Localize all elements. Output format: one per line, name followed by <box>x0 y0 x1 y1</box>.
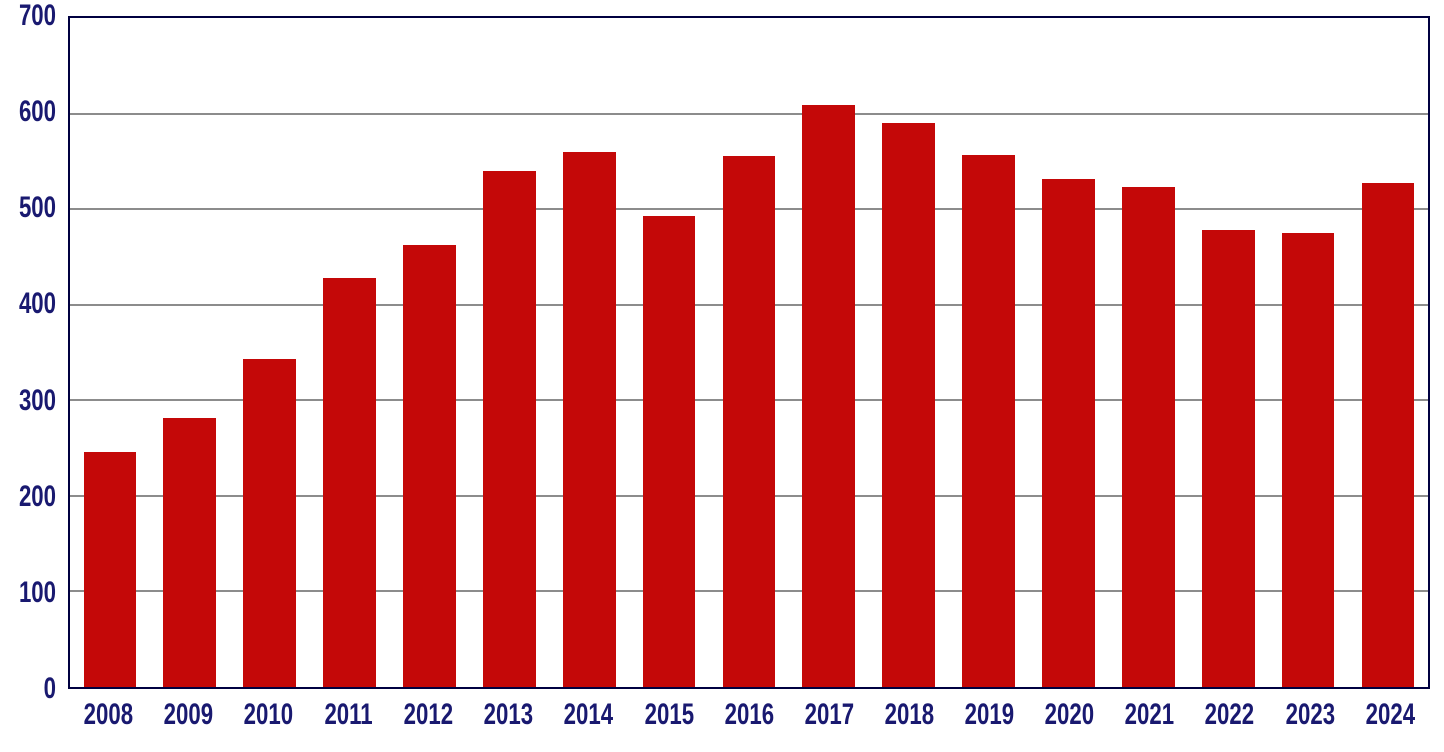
x-tick-label-2009: 2009 <box>163 698 213 731</box>
bar-slot-2020 <box>1029 18 1109 687</box>
bar-2015 <box>642 215 696 687</box>
x-tick-label-2017: 2017 <box>804 698 854 731</box>
bar-2009 <box>163 417 217 687</box>
x-tick-label-2024: 2024 <box>1365 698 1415 731</box>
bar-2019 <box>962 154 1015 687</box>
bar-slot-2011 <box>310 18 390 687</box>
bar-slot-2021 <box>1108 18 1188 687</box>
x-tick-label-2013: 2013 <box>483 698 534 731</box>
bar-slot-2012 <box>390 18 470 687</box>
x-tick-label-2014: 2014 <box>564 698 614 731</box>
bar-slot-2014 <box>549 18 629 687</box>
x-tick-label-2022: 2022 <box>1205 698 1255 731</box>
bar-slot-2018 <box>869 18 949 687</box>
bar-2012 <box>403 245 456 687</box>
bar-slot-2017 <box>789 18 869 687</box>
x-axis: 2008 2009 2010 2011 2012 2013 2014 2015 2016 2017… <box>68 698 1430 731</box>
bar-slot-2019 <box>949 18 1029 687</box>
bar-2017 <box>802 104 856 687</box>
bar-slot-2022 <box>1188 18 1268 687</box>
y-tick-label-400: 400 <box>18 287 56 321</box>
x-tick-label-2020: 2020 <box>1044 698 1095 731</box>
x-tick-label-2011: 2011 <box>324 698 373 731</box>
bar-slot-2015 <box>629 18 709 687</box>
y-tick-label-500: 500 <box>18 191 56 225</box>
bar-2008 <box>83 451 137 687</box>
bar-2010 <box>243 359 297 687</box>
bar-2021 <box>1121 187 1175 687</box>
bar-slot-2010 <box>230 18 310 687</box>
bar-2024 <box>1361 183 1415 687</box>
bar-2018 <box>882 123 936 687</box>
x-tick-label-2010: 2010 <box>243 698 294 731</box>
plot-area <box>68 16 1430 689</box>
bar-2013 <box>482 170 536 687</box>
x-tick-label-2021: 2021 <box>1124 698 1175 731</box>
bar-slot-2023 <box>1268 18 1348 687</box>
x-tick-label-2018: 2018 <box>884 698 935 731</box>
bar-2011 <box>323 277 376 687</box>
bar-2014 <box>562 151 616 687</box>
x-tick-label-2016: 2016 <box>724 698 774 731</box>
y-axis: 0 100 200 300 400 500 600 700 <box>0 1 56 704</box>
gridline-600 <box>70 112 1428 115</box>
bar-series <box>70 18 1428 687</box>
bar-slot-2009 <box>150 18 230 687</box>
y-tick-label-700: 700 <box>18 0 56 32</box>
bar-2020 <box>1042 178 1095 687</box>
bar-2022 <box>1201 230 1255 687</box>
bar-slot-2024 <box>1348 18 1428 687</box>
y-tick-label-300: 300 <box>18 383 56 417</box>
bar-2016 <box>722 155 776 687</box>
y-tick-label-0: 0 <box>43 672 56 705</box>
y-tick-label-600: 600 <box>18 95 56 129</box>
x-tick-label-2008: 2008 <box>83 698 133 731</box>
bar-slot-2016 <box>709 18 789 687</box>
bar-slot-2013 <box>469 18 549 687</box>
y-tick-label-100: 100 <box>18 575 56 609</box>
x-tick-label-2015: 2015 <box>644 698 694 731</box>
y-tick-label-200: 200 <box>18 479 56 513</box>
bar-2023 <box>1281 233 1335 687</box>
x-tick-label-2019: 2019 <box>964 698 1015 731</box>
x-tick-label-2023: 2023 <box>1285 698 1335 731</box>
x-tick-label-2012: 2012 <box>403 698 454 731</box>
bar-slot-2008 <box>70 18 150 687</box>
